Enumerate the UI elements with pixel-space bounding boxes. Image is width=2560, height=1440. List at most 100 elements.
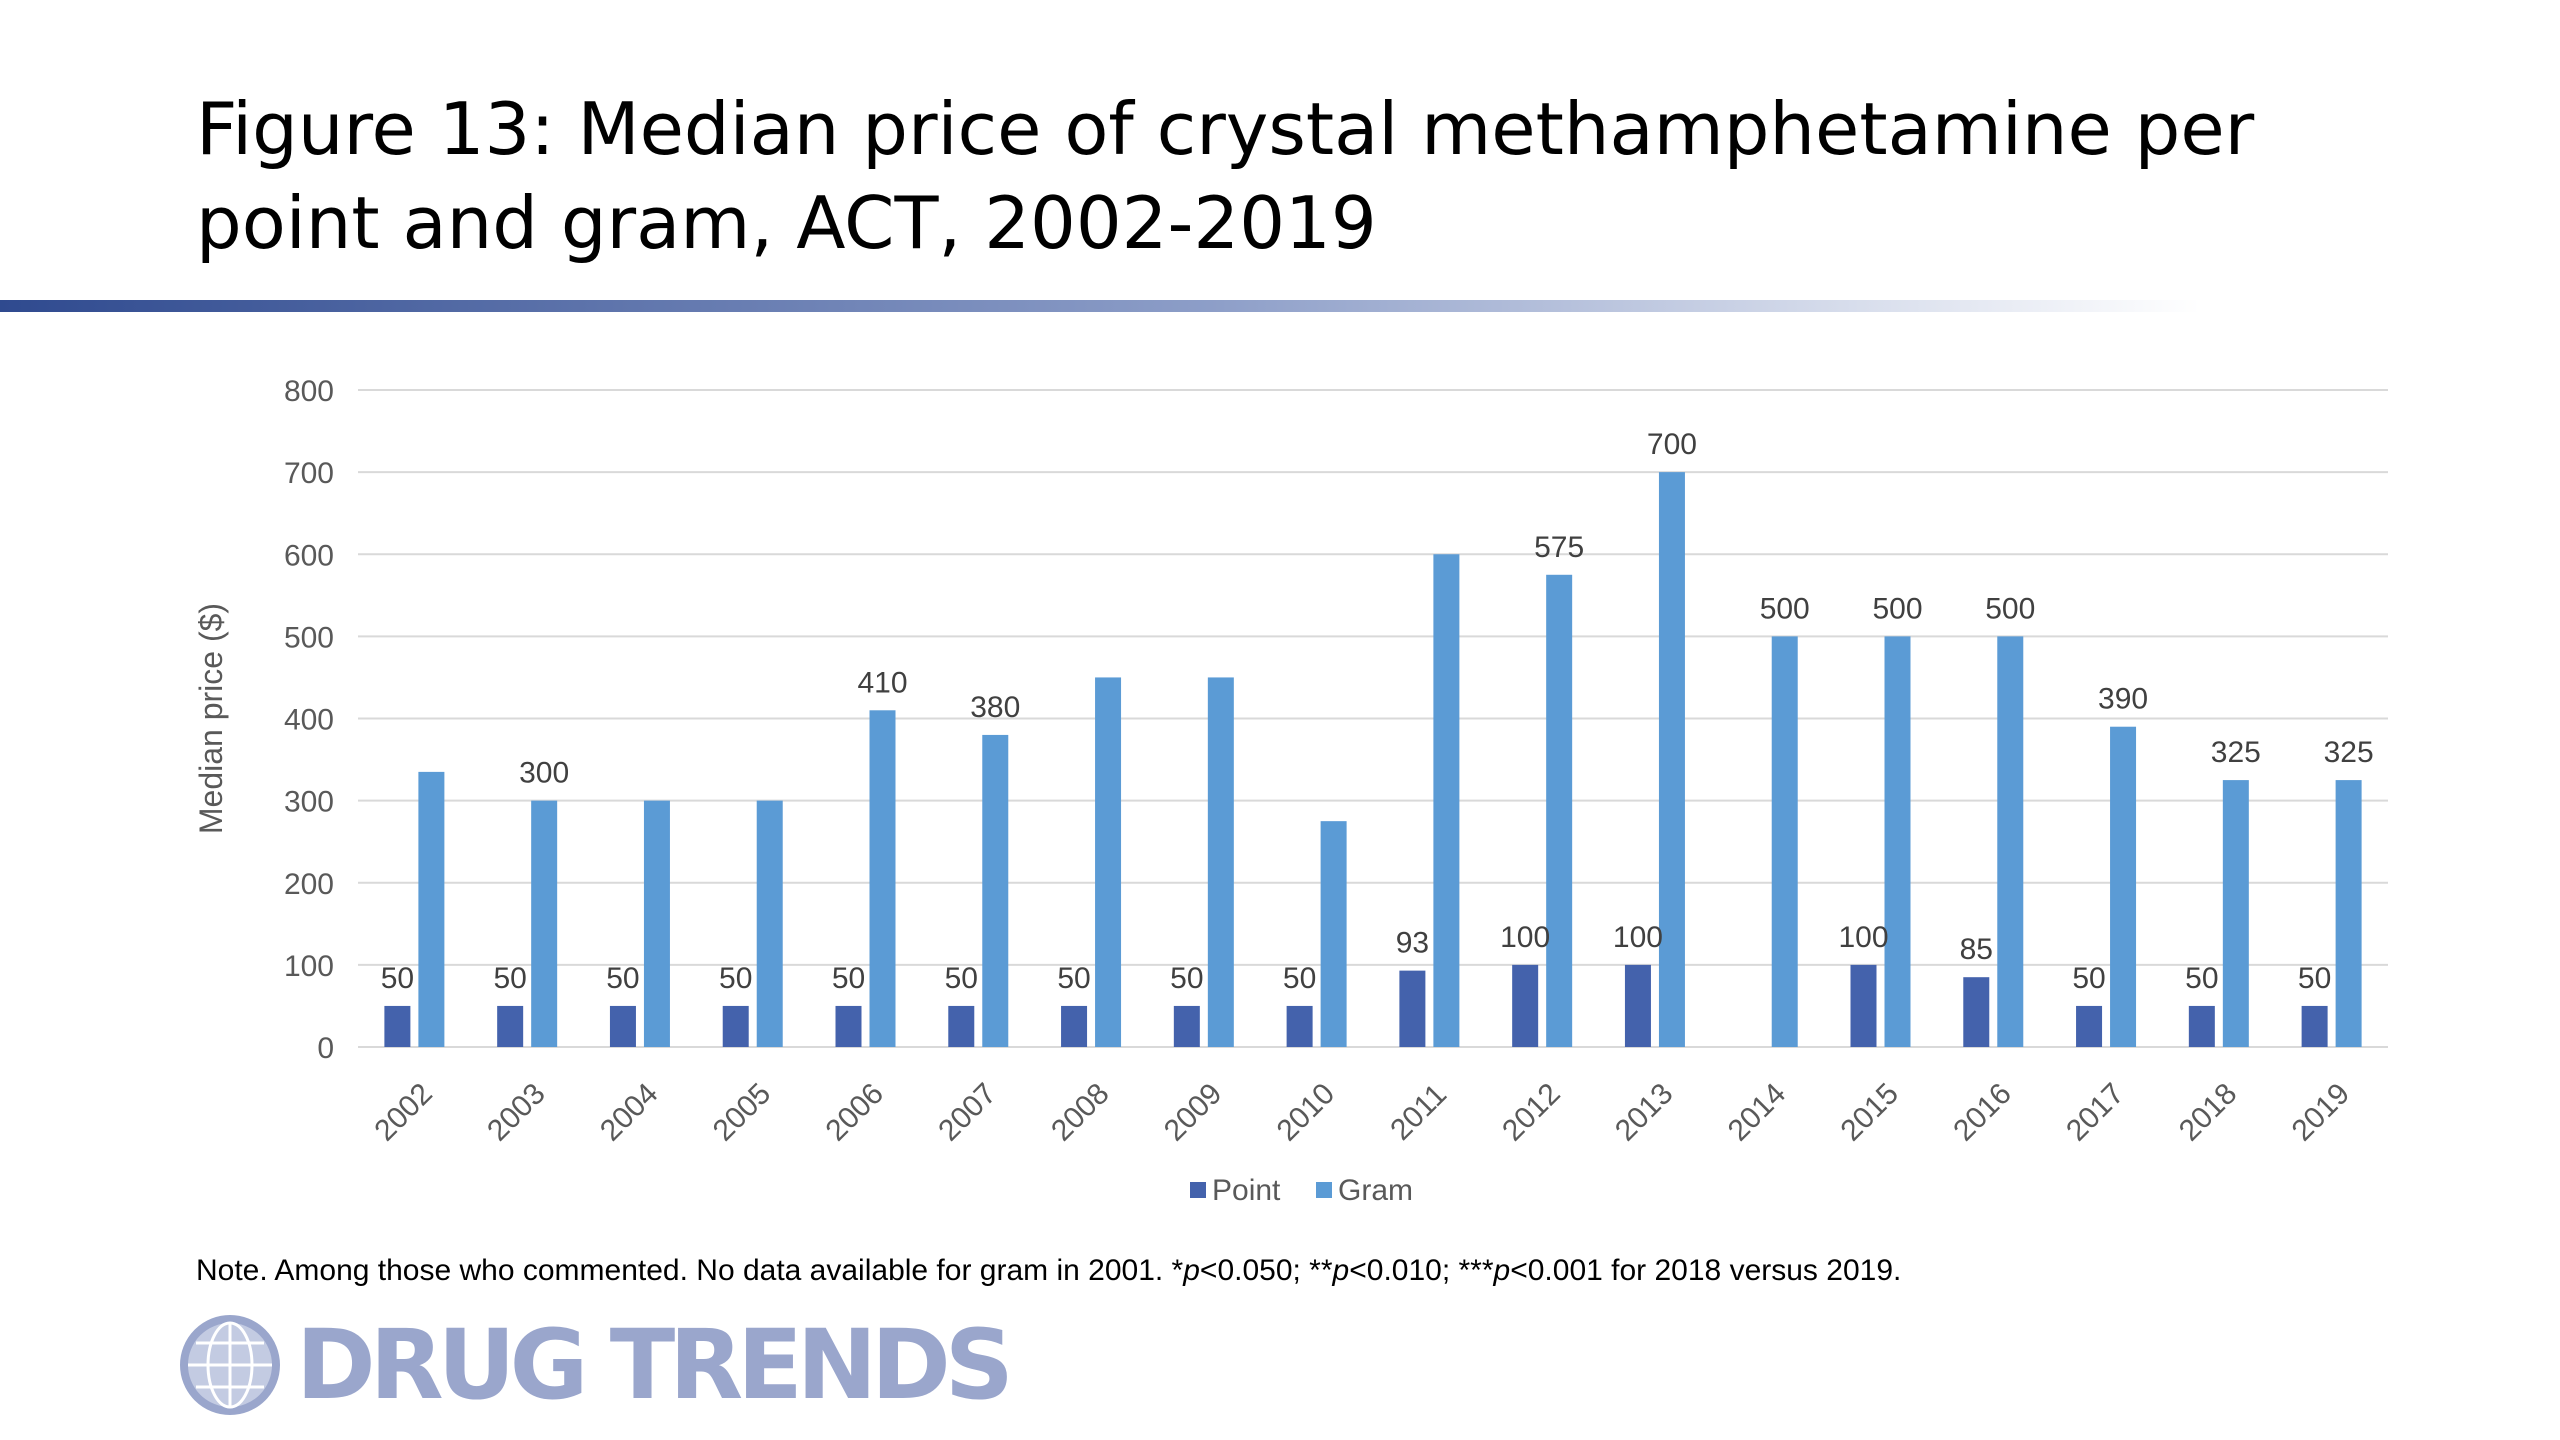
y-tick-label: 400 [284,704,334,737]
drug-trends-logo: DRUG TRENDS [176,1315,1076,1415]
note-prefix: Note. Among those who commented. No data… [196,1254,1184,1287]
note-p3: p [1493,1254,1511,1287]
data-label-point-2004: 50 [606,962,639,995]
x-axis-ticks: 2002 2003 2004 2005 2006 2007 2008 2009 2010 2011… [368,1077,2356,1148]
x-tick-label: 2013 [1609,1077,1680,1148]
slide-title: Figure 13: Median price of crystal metha… [196,87,2255,265]
bar-gram-2006 [869,710,896,1047]
bar-gram-2004 [643,800,670,1047]
legend-swatch-gram [1316,1182,1332,1198]
y-tick-label: 100 [284,950,334,983]
bar-gram-2011 [1433,554,1460,1047]
bar-point-2007 [948,1005,975,1047]
x-tick-label: 2007 [932,1077,1003,1148]
bar-point-2012 [1512,964,1539,1047]
bar-point-2008 [1061,1005,1088,1047]
bar-point-2011 [1399,970,1426,1047]
x-tick-label: 2002 [368,1077,439,1148]
gridlines [358,389,2388,1048]
bar-point-2018 [2188,1005,2215,1047]
y-tick-label: 600 [284,539,334,572]
x-tick-label: 2017 [2060,1077,2131,1148]
data-label-point-2019: 50 [2298,962,2331,995]
data-label-gram-2006: 410 [857,666,907,699]
bar-point-2006 [835,1005,862,1047]
x-tick-label: 2012 [1496,1077,1567,1148]
data-label-point-2007: 50 [945,962,978,995]
bar-gram-2009 [1207,677,1234,1047]
bar-gram-2014 [1771,636,1798,1047]
bar-gram-2008 [1095,677,1122,1047]
bars [384,472,2362,1047]
data-label-point-2006: 50 [832,962,865,995]
bar-gram-2002 [418,771,445,1047]
data-label-gram-2016: 500 [1985,592,2035,625]
y-tick-label: 800 [284,375,334,408]
bar-gram-2015 [1884,636,1911,1047]
data-label-point-2003: 50 [493,962,526,995]
bar-chart: 0 100 200 300 400 500 600 700 800 Median price (… [193,375,2388,1207]
data-label-point-2002: 50 [381,962,414,995]
data-label-gram-2003: 300 [519,757,569,790]
x-tick-label: 2008 [1045,1077,1116,1148]
data-label-gram-2015: 500 [1872,592,1922,625]
bar-gram-2013 [1658,472,1685,1047]
bar-point-2002 [384,1005,411,1047]
bar-gram-2007 [982,734,1009,1047]
bar-gram-2003 [531,800,558,1047]
y-tick-label: 700 [284,457,334,490]
x-tick-label: 2010 [1271,1077,1342,1148]
x-tick-label: 2015 [1835,1077,1906,1148]
data-label-point-2018: 50 [2185,962,2218,995]
data-label-point-2013: 100 [1613,921,1663,954]
data-label-gram-2013: 700 [1647,428,1697,461]
legend-swatch-point [1190,1182,1206,1198]
note-mid1: <0.050; ** [1199,1254,1333,1287]
note-p1: p [1183,1254,1200,1287]
bar-point-2017 [2076,1005,2103,1047]
bar-gram-2010 [1320,821,1347,1047]
bar-point-2015 [1850,964,1877,1047]
bar-gram-2016 [1997,636,2024,1047]
chart-note: Note. Among those who commented. No data… [196,1254,2396,1288]
y-tick-label: 0 [317,1032,334,1065]
bar-gram-2012 [1546,574,1573,1047]
bar-point-2019 [2301,1005,2328,1047]
data-label-gram-2019: 325 [2324,736,2374,769]
data-label-gram-2012: 575 [1534,531,1584,564]
legend-label-point: Point [1212,1174,1281,1207]
data-label-gram-2007: 380 [970,691,1020,724]
legend-label-gram: Gram [1338,1174,1413,1207]
note-p2: p [1332,1254,1350,1287]
y-axis-ticks: 0 100 200 300 400 500 600 700 800 [284,375,334,1065]
data-label-point-2012: 100 [1500,921,1550,954]
data-label-point-2017: 50 [2072,962,2105,995]
bar-point-2009 [1173,1005,1200,1047]
bar-point-2010 [1286,1005,1313,1047]
data-label-gram-2014: 500 [1760,592,1810,625]
data-label-point-2011: 93 [1396,927,1429,960]
x-tick-label: 2014 [1722,1077,1793,1148]
data-label-point-2010: 50 [1283,962,1316,995]
data-labels: 50 50 300 50 50 50 410 50 380 50 50 50 93 100 575 100 70… [381,428,2374,995]
x-tick-label: 2011 [1384,1078,1453,1147]
globe-icon [180,1315,280,1415]
x-tick-label: 2003 [481,1077,552,1148]
x-tick-label: 2016 [1947,1077,2018,1148]
y-tick-label: 200 [284,868,334,901]
note-suffix: <0.001 for 2018 versus 2019. [1510,1254,1902,1287]
bar-point-2016 [1963,977,1990,1047]
y-tick-label: 500 [284,621,334,654]
x-tick-label: 2018 [2173,1077,2244,1148]
data-label-point-2008: 50 [1057,962,1090,995]
x-tick-label: 2019 [2286,1077,2357,1148]
data-label-point-2015: 100 [1838,921,1888,954]
x-tick-label: 2005 [707,1077,778,1148]
x-tick-label: 2006 [820,1077,891,1148]
bar-gram-2005 [756,800,783,1047]
note-mid2: <0.010; *** [1349,1254,1494,1287]
data-label-point-2005: 50 [719,962,752,995]
logo-text: DRUG TRENDS [296,1309,1014,1421]
bar-gram-2018 [2222,780,2249,1047]
data-label-gram-2017: 390 [2098,683,2148,716]
